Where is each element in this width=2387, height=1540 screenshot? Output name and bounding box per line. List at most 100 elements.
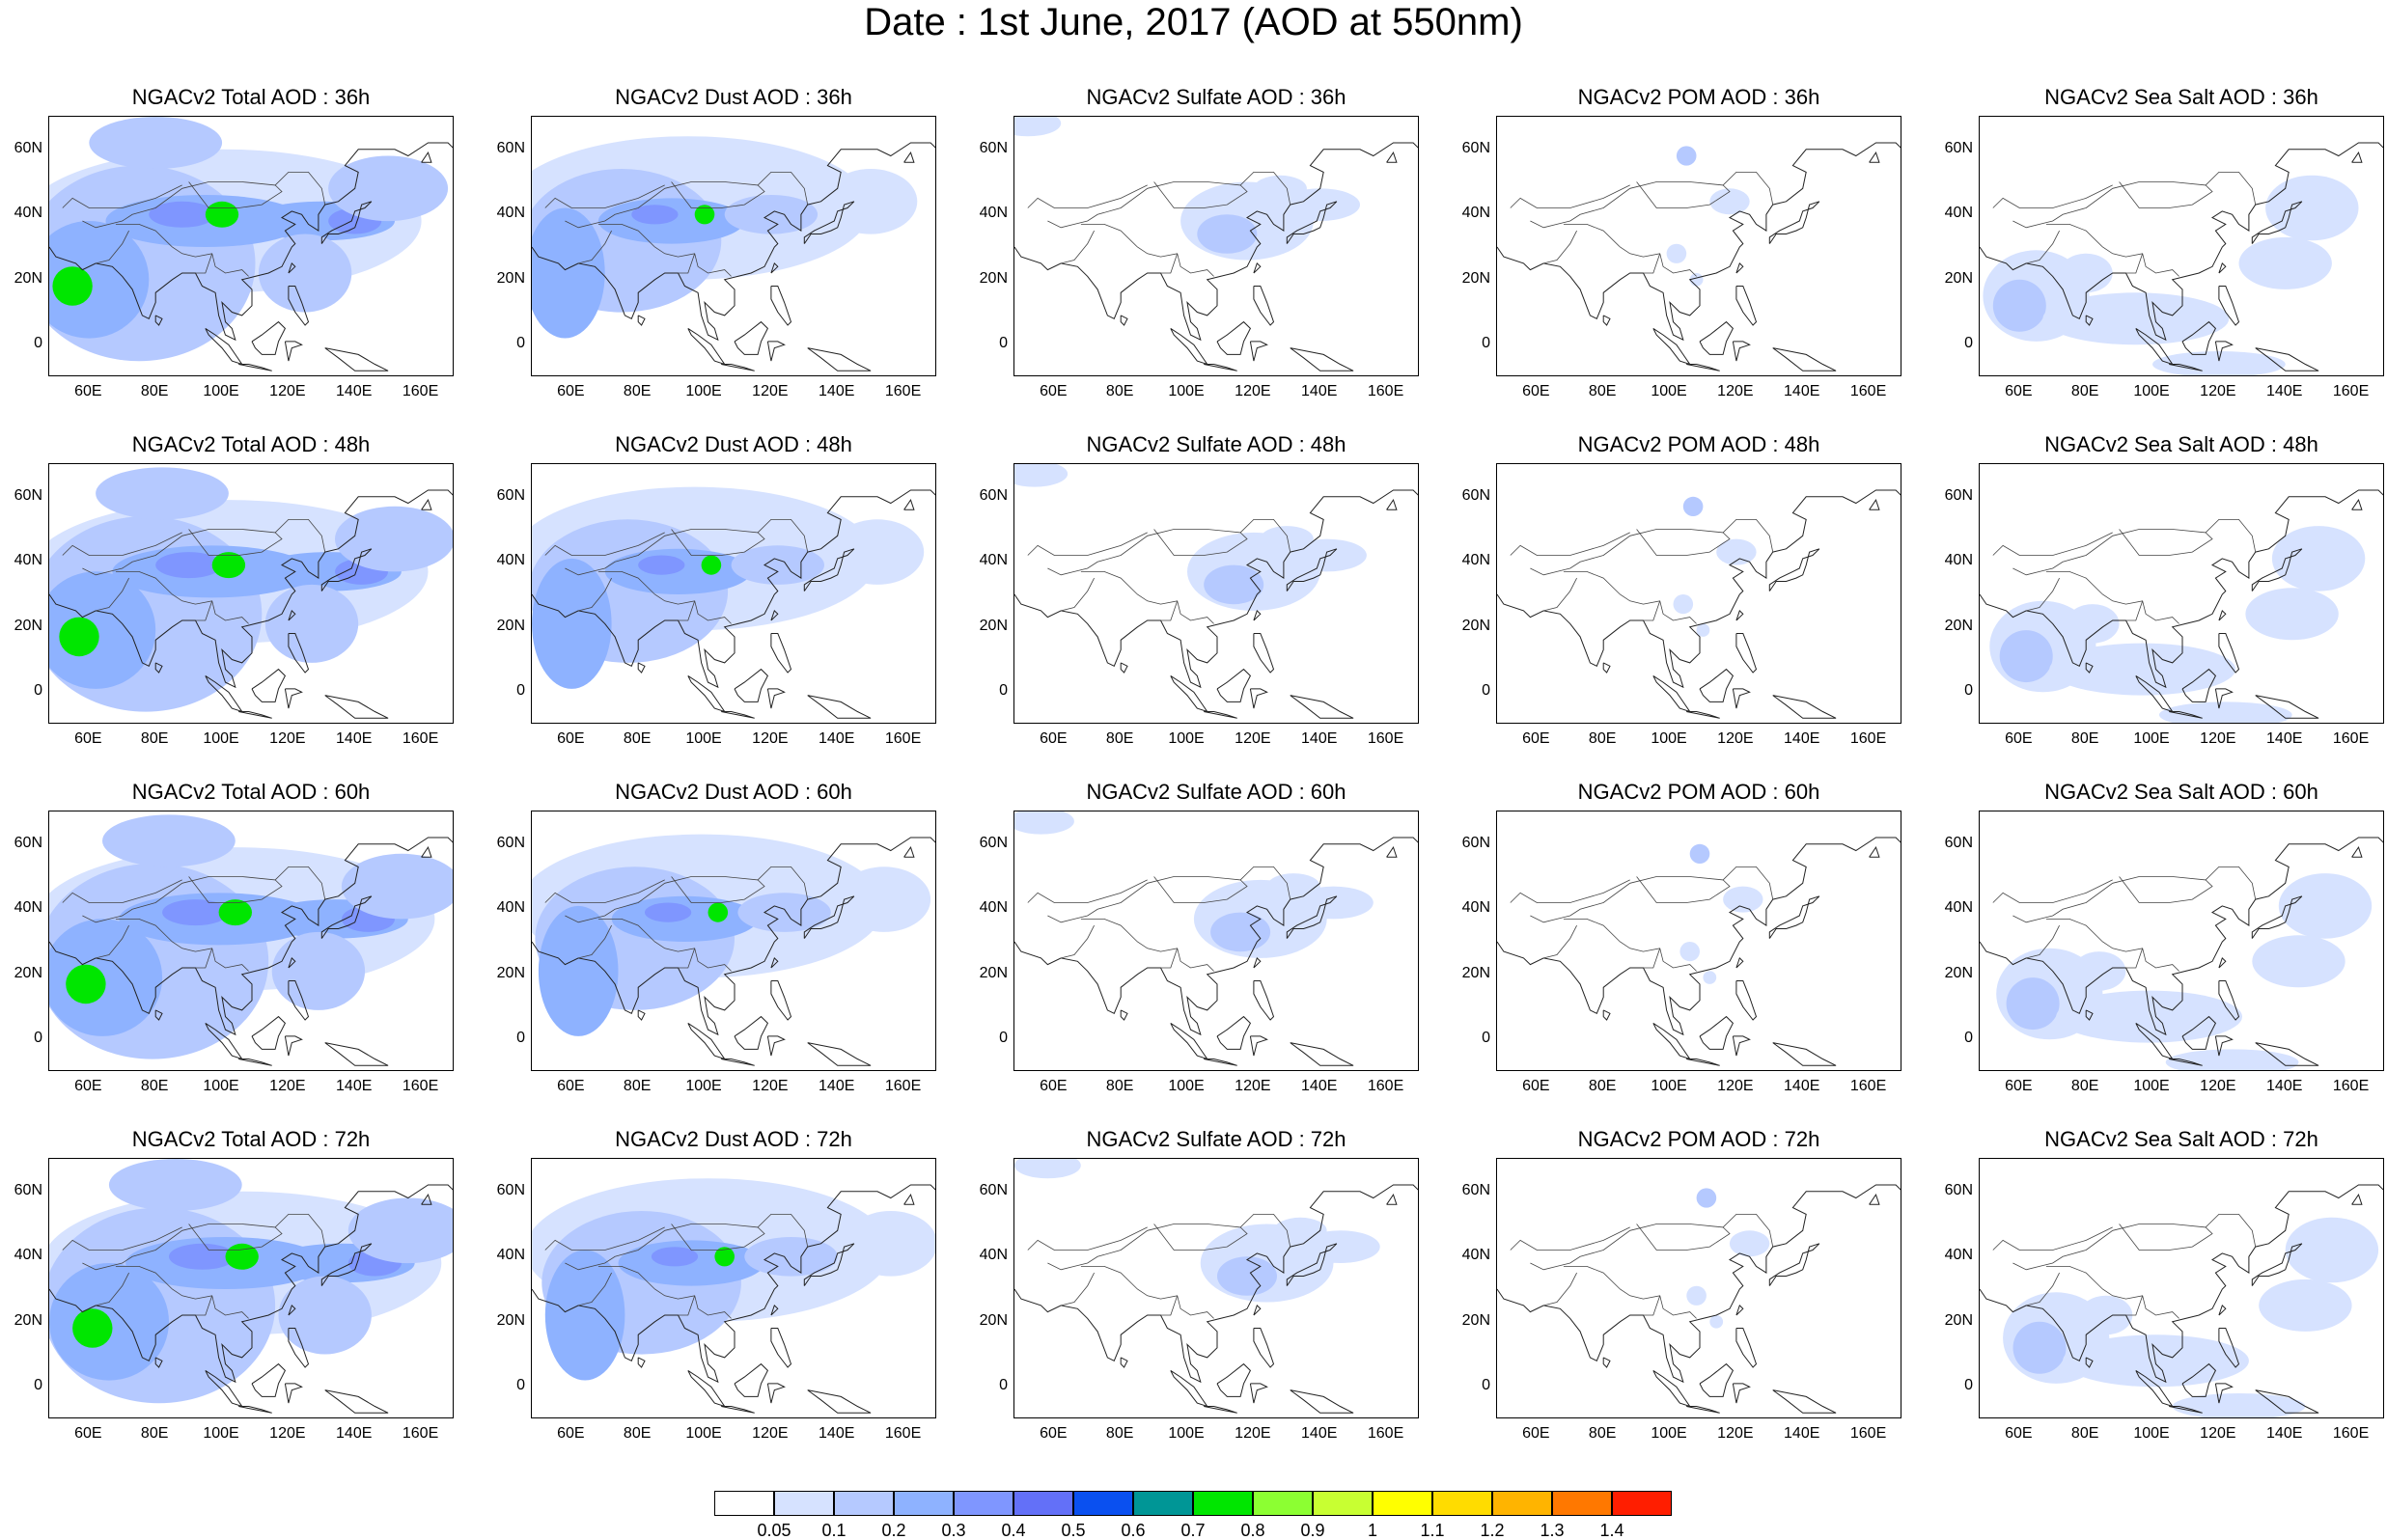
lon-tick-label: 100E bbox=[1168, 1078, 1205, 1094]
aod-field-patch bbox=[1999, 630, 2053, 683]
coastline bbox=[903, 845, 915, 858]
coastline bbox=[1869, 845, 1880, 858]
lon-tick-label: 100E bbox=[1651, 1425, 1687, 1442]
country-border bbox=[1061, 924, 1095, 959]
panel-title: NGACv2 Total AOD : 36h bbox=[131, 85, 371, 109]
coastline bbox=[903, 1193, 915, 1205]
country-border bbox=[188, 181, 283, 208]
coastline bbox=[1980, 142, 2383, 342]
lon-tick-label: 120E bbox=[1235, 1425, 1271, 1442]
coastline bbox=[721, 1406, 755, 1414]
lon-tick-label: 100E bbox=[1651, 383, 1687, 399]
map-plot-area bbox=[1979, 1158, 2384, 1418]
aod-map bbox=[1980, 142, 2383, 375]
lon-tick-label: 80E bbox=[2070, 1425, 2099, 1442]
aod-field-patch bbox=[341, 853, 453, 920]
aod-field-patch bbox=[52, 266, 93, 306]
coastline bbox=[2085, 1357, 2094, 1368]
coastline bbox=[1386, 845, 1398, 858]
lon-tick-label: 80E bbox=[2070, 1078, 2099, 1094]
aod-field-patch bbox=[2072, 951, 2126, 991]
coastline bbox=[903, 498, 915, 510]
coastline bbox=[770, 609, 779, 621]
lon-tick-label: 80E bbox=[1105, 1425, 1134, 1442]
country-border bbox=[1510, 879, 1630, 903]
aod-field-patch bbox=[2252, 935, 2345, 988]
coastline bbox=[1170, 1022, 1208, 1060]
country-border bbox=[1027, 879, 1148, 903]
country-border bbox=[82, 866, 326, 923]
coastline bbox=[766, 1035, 786, 1057]
coastline bbox=[288, 286, 310, 326]
aod-field-patch bbox=[651, 1247, 699, 1267]
lon-tick-label: 140E bbox=[336, 1425, 373, 1442]
lat-tick-label: 60N bbox=[14, 139, 42, 156]
coastline bbox=[421, 1193, 432, 1205]
aod-map bbox=[49, 814, 453, 1066]
country-border bbox=[1510, 184, 1630, 208]
lon-tick-label: 160E bbox=[1849, 1425, 1887, 1442]
lon-tick-label: 120E bbox=[269, 1425, 306, 1442]
colorbar-label: 1.2 bbox=[1480, 1521, 1505, 1540]
lat-tick-label: 0 bbox=[516, 1030, 525, 1047]
aod-field-patch bbox=[2059, 253, 2113, 293]
lat-tick-label: 20N bbox=[979, 964, 1008, 981]
coastline bbox=[1253, 286, 1275, 326]
coastline bbox=[770, 261, 779, 274]
aod-field-patch bbox=[837, 866, 931, 932]
map-plot-area bbox=[1496, 463, 1901, 724]
aod-field-patch bbox=[2049, 643, 2236, 696]
aod-map bbox=[1497, 837, 1901, 1066]
lon-tick-label: 100E bbox=[2133, 1078, 2170, 1094]
lat-tick-label: 40N bbox=[1461, 899, 1490, 917]
panel-title: NGACv2 Total AOD : 72h bbox=[131, 1127, 371, 1151]
coastline bbox=[2181, 1362, 2217, 1397]
lon-tick-label: 60E bbox=[2005, 1078, 2033, 1094]
coastline bbox=[324, 1389, 389, 1414]
lon-tick-label: 60E bbox=[74, 1425, 102, 1442]
country-border bbox=[1061, 1272, 1095, 1306]
panel-title: NGACv2 Sea Salt AOD : 72h bbox=[2044, 1127, 2318, 1151]
country-border bbox=[1530, 172, 1774, 229]
aod-field-patch bbox=[2066, 604, 2120, 644]
aod-field-patch bbox=[205, 201, 239, 228]
coastline bbox=[238, 364, 272, 371]
aod-map bbox=[532, 136, 935, 371]
lon-tick-label: 80E bbox=[623, 1425, 652, 1442]
country-border bbox=[1636, 876, 1731, 903]
country-border bbox=[1543, 924, 1577, 959]
country-border bbox=[1510, 1226, 1630, 1251]
coastline bbox=[807, 347, 872, 371]
country-border bbox=[565, 519, 809, 576]
coastline bbox=[1980, 837, 2383, 1036]
map-panel: NGACv2 Total AOD : 60h 60N 40N 20N 0 60E 80E 10… bbox=[0, 780, 483, 1110]
aod-field-patch bbox=[271, 931, 366, 1010]
lat-tick-label: 20N bbox=[1944, 269, 1973, 287]
lat-tick-label: 0 bbox=[516, 335, 525, 352]
colorbar-label: 0.2 bbox=[881, 1521, 906, 1540]
map-plot-area bbox=[48, 811, 454, 1071]
coastline bbox=[1253, 1304, 1262, 1316]
map-plot-area bbox=[531, 116, 936, 376]
country-border bbox=[195, 600, 213, 621]
lon-tick-label: 100E bbox=[203, 730, 239, 747]
coastline bbox=[766, 688, 786, 709]
coastline bbox=[1014, 142, 1418, 342]
country-border bbox=[1543, 1272, 1577, 1306]
aod-field-patch bbox=[49, 919, 163, 1036]
lat-tick-label: 40N bbox=[1461, 205, 1490, 222]
lat-tick-label: 0 bbox=[1482, 335, 1490, 352]
country-border bbox=[115, 919, 249, 972]
lon-tick-label: 140E bbox=[819, 1425, 855, 1442]
coastline bbox=[2169, 364, 2203, 371]
coastline bbox=[1286, 895, 1338, 939]
coastline bbox=[1014, 1184, 1418, 1384]
coastline bbox=[1735, 1304, 1744, 1316]
coastline bbox=[1170, 674, 1208, 713]
aod-field-patch bbox=[108, 1159, 242, 1211]
aod-field-patch bbox=[631, 205, 679, 225]
country-border bbox=[1047, 1214, 1291, 1271]
coastline bbox=[1286, 1243, 1338, 1286]
coastline bbox=[687, 327, 726, 366]
aod-field-patch bbox=[1679, 942, 1700, 962]
